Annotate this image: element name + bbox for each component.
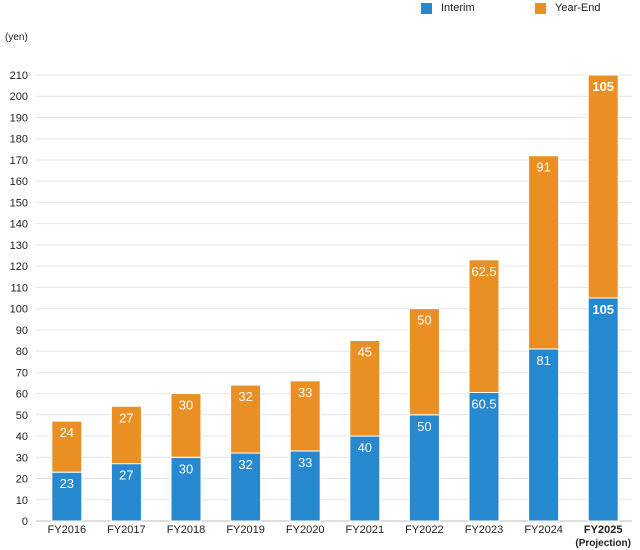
x-tick-label: FY2023: [465, 524, 504, 536]
y-tick-label: 30: [16, 452, 28, 464]
legend-year-end: Year-End: [535, 0, 600, 16]
y-tick-label: 170: [10, 155, 28, 167]
bar-segment-year-end: [408, 308, 440, 416]
x-tick-label: FY2017: [107, 524, 146, 536]
data-label-interim: 50: [417, 419, 431, 434]
data-label-interim: 30: [179, 461, 193, 476]
data-label-year-end: 62.5: [471, 264, 496, 279]
y-tick-label: 20: [16, 474, 28, 486]
bar-segment-year-end: [468, 259, 500, 394]
bar-segment-year-end: [51, 420, 83, 473]
x-tick-label: FY2025: [584, 524, 623, 536]
y-tick-label: 70: [16, 367, 28, 379]
bar-segment-interim: [349, 435, 381, 522]
y-tick-label: 130: [10, 240, 28, 252]
y-tick-label: 150: [10, 197, 28, 209]
x-tick-label: FY2022: [405, 524, 444, 536]
y-tick-label: 140: [10, 219, 28, 231]
legend-year-end-label: Year-End: [555, 2, 601, 14]
data-label-interim: 40: [358, 440, 372, 455]
y-tick-label: 190: [10, 112, 28, 124]
y-tick-label: 180: [10, 134, 28, 146]
y-tick-label: 60: [16, 389, 28, 401]
x-tick-label: FY2016: [48, 524, 87, 536]
data-label-year-end: 30: [179, 398, 193, 413]
data-label-year-end: 24: [60, 425, 74, 440]
y-tick-label: 40: [16, 431, 28, 443]
data-label-interim: 33: [298, 455, 312, 470]
data-label-interim: 60.5: [471, 397, 496, 412]
y-tick-label: 10: [16, 495, 28, 507]
data-label-interim: 32: [238, 457, 252, 472]
bar-segment-interim: [408, 414, 440, 522]
legend-year-end-swatch: [535, 2, 546, 14]
data-label-year-end: 91: [536, 160, 550, 175]
data-label-interim: 27: [119, 468, 133, 483]
y-tick-label: 200: [10, 91, 28, 103]
legend-interim-label: Interim: [441, 2, 475, 14]
y-tick-label: 210: [10, 70, 28, 82]
bar-segment-year-end: [289, 380, 321, 452]
bar-segment-interim: [528, 348, 560, 522]
data-label-year-end: 27: [119, 410, 133, 425]
y-tick-label: 50: [16, 410, 28, 422]
bar-segment-year-end: [528, 155, 560, 350]
data-label-interim: 23: [60, 476, 74, 491]
legend-interim: Interim: [421, 0, 475, 16]
y-tick-label: 110: [10, 282, 28, 294]
data-label-interim: 105: [592, 302, 614, 317]
x-tick-sublabel: (Projection): [575, 538, 631, 549]
y-tick-label: 80: [16, 346, 28, 358]
bar-segment-year-end: [587, 74, 619, 299]
bar-segment-interim: [170, 456, 202, 522]
bar-segment-year-end: [230, 384, 262, 454]
data-label-year-end: 45: [358, 344, 372, 359]
bar-segment-year-end: [110, 405, 142, 465]
data-label-year-end: 33: [298, 385, 312, 400]
bar-segment-interim: [468, 392, 500, 522]
data-label-year-end: 50: [417, 313, 431, 328]
y-tick-label: 160: [10, 176, 28, 188]
y-tick-label: 0: [22, 516, 28, 528]
x-tick-label: FY2018: [167, 524, 206, 536]
bar-segment-year-end: [349, 339, 381, 437]
x-tick-label: FY2020: [286, 524, 325, 536]
y-tick-label: 90: [16, 325, 28, 337]
x-tick-label: FY2019: [226, 524, 265, 536]
data-label-year-end: 105: [592, 79, 614, 94]
data-label-interim: 81: [536, 353, 550, 368]
x-tick-label: FY2021: [346, 524, 385, 536]
bar-segment-interim: [587, 297, 619, 522]
y-tick-label: 100: [10, 304, 28, 316]
data-label-year-end: 32: [238, 389, 252, 404]
legend-interim-swatch: [421, 2, 432, 14]
y-axis-unit-label: (yen): [5, 32, 28, 43]
bar-segment-year-end: [170, 393, 202, 458]
x-tick-label: FY2024: [524, 524, 563, 536]
y-tick-label: 120: [10, 261, 28, 273]
